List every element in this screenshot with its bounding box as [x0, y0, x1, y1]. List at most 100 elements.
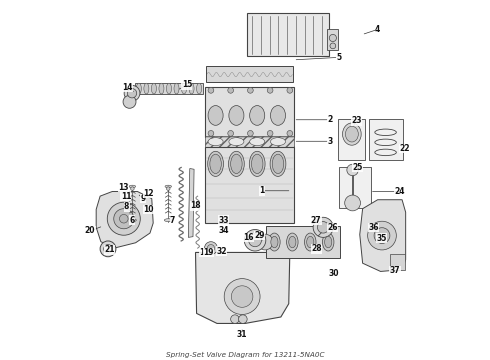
Bar: [135, 83, 203, 94]
Circle shape: [228, 131, 234, 136]
Circle shape: [287, 131, 293, 136]
Polygon shape: [196, 252, 290, 323]
Ellipse shape: [269, 233, 280, 251]
Text: 29: 29: [254, 231, 265, 240]
Ellipse shape: [196, 83, 201, 94]
Circle shape: [318, 222, 329, 233]
Bar: [266, 226, 341, 258]
Text: 32: 32: [217, 247, 227, 256]
Ellipse shape: [270, 151, 286, 176]
Text: 13: 13: [119, 183, 129, 192]
Circle shape: [231, 315, 239, 323]
Bar: [390, 254, 405, 270]
Circle shape: [287, 87, 293, 93]
Text: 12: 12: [144, 189, 154, 198]
Circle shape: [124, 85, 140, 101]
Ellipse shape: [251, 154, 263, 174]
Bar: [205, 147, 294, 223]
Ellipse shape: [159, 83, 164, 94]
Circle shape: [127, 89, 137, 98]
Ellipse shape: [287, 233, 298, 251]
Text: 16: 16: [244, 233, 254, 242]
Text: 14: 14: [122, 83, 133, 92]
Text: 15: 15: [182, 81, 192, 90]
Text: 22: 22: [399, 144, 410, 153]
Bar: [205, 66, 294, 82]
Text: 20: 20: [85, 226, 96, 235]
Bar: [205, 136, 294, 147]
Ellipse shape: [272, 154, 284, 174]
Ellipse shape: [270, 138, 286, 145]
Circle shape: [208, 87, 214, 93]
Circle shape: [107, 202, 140, 235]
Ellipse shape: [228, 151, 245, 176]
Circle shape: [245, 229, 266, 251]
Ellipse shape: [322, 233, 334, 251]
Circle shape: [248, 234, 262, 247]
Ellipse shape: [289, 236, 296, 248]
Text: 9: 9: [140, 194, 146, 203]
Text: 36: 36: [368, 223, 379, 232]
Ellipse shape: [271, 236, 278, 248]
Circle shape: [257, 234, 273, 250]
Ellipse shape: [208, 151, 223, 176]
Text: 10: 10: [144, 205, 154, 214]
Ellipse shape: [343, 123, 361, 145]
Ellipse shape: [181, 83, 187, 94]
Text: 2: 2: [328, 115, 333, 124]
Circle shape: [247, 87, 253, 93]
Text: 5: 5: [337, 53, 342, 62]
Bar: [339, 167, 370, 208]
Ellipse shape: [210, 154, 221, 174]
Ellipse shape: [250, 138, 265, 145]
Circle shape: [131, 187, 134, 190]
Text: 24: 24: [394, 187, 404, 196]
Ellipse shape: [189, 83, 194, 94]
Circle shape: [267, 87, 273, 93]
Circle shape: [329, 35, 337, 41]
Text: 37: 37: [390, 266, 400, 275]
Ellipse shape: [129, 185, 136, 188]
Text: 6: 6: [129, 216, 135, 225]
Ellipse shape: [307, 236, 314, 248]
Text: 1: 1: [260, 186, 265, 195]
Circle shape: [313, 217, 333, 237]
Text: 8: 8: [124, 202, 129, 211]
Text: 23: 23: [351, 116, 362, 125]
Circle shape: [330, 43, 336, 49]
Text: 26: 26: [328, 223, 338, 232]
Ellipse shape: [208, 105, 223, 125]
Circle shape: [267, 131, 273, 136]
Ellipse shape: [270, 105, 286, 125]
Text: 19: 19: [203, 248, 214, 257]
Ellipse shape: [165, 185, 172, 188]
Ellipse shape: [249, 151, 265, 176]
Bar: [327, 30, 338, 50]
Circle shape: [347, 164, 358, 176]
Circle shape: [204, 242, 218, 255]
Circle shape: [100, 241, 116, 257]
Bar: [368, 119, 403, 160]
Ellipse shape: [174, 83, 179, 94]
Bar: [205, 87, 294, 137]
Ellipse shape: [167, 83, 172, 94]
Text: 35: 35: [377, 234, 387, 243]
Text: 17: 17: [199, 248, 210, 257]
Bar: [247, 13, 329, 56]
Text: 25: 25: [353, 163, 363, 172]
Circle shape: [344, 195, 361, 211]
Text: 21: 21: [104, 246, 115, 255]
Text: 4: 4: [375, 25, 380, 34]
Circle shape: [104, 244, 112, 253]
Ellipse shape: [324, 236, 332, 248]
Text: 3: 3: [328, 137, 333, 146]
Text: 27: 27: [311, 216, 321, 225]
Circle shape: [228, 87, 234, 93]
Circle shape: [114, 209, 134, 229]
Text: 7: 7: [170, 216, 175, 225]
Ellipse shape: [345, 126, 358, 142]
Ellipse shape: [128, 219, 136, 222]
Circle shape: [123, 95, 136, 108]
Circle shape: [231, 286, 253, 307]
Text: Spring-Set Valve Diagram for 13211-5NA0C: Spring-Set Valve Diagram for 13211-5NA0C: [166, 352, 324, 358]
